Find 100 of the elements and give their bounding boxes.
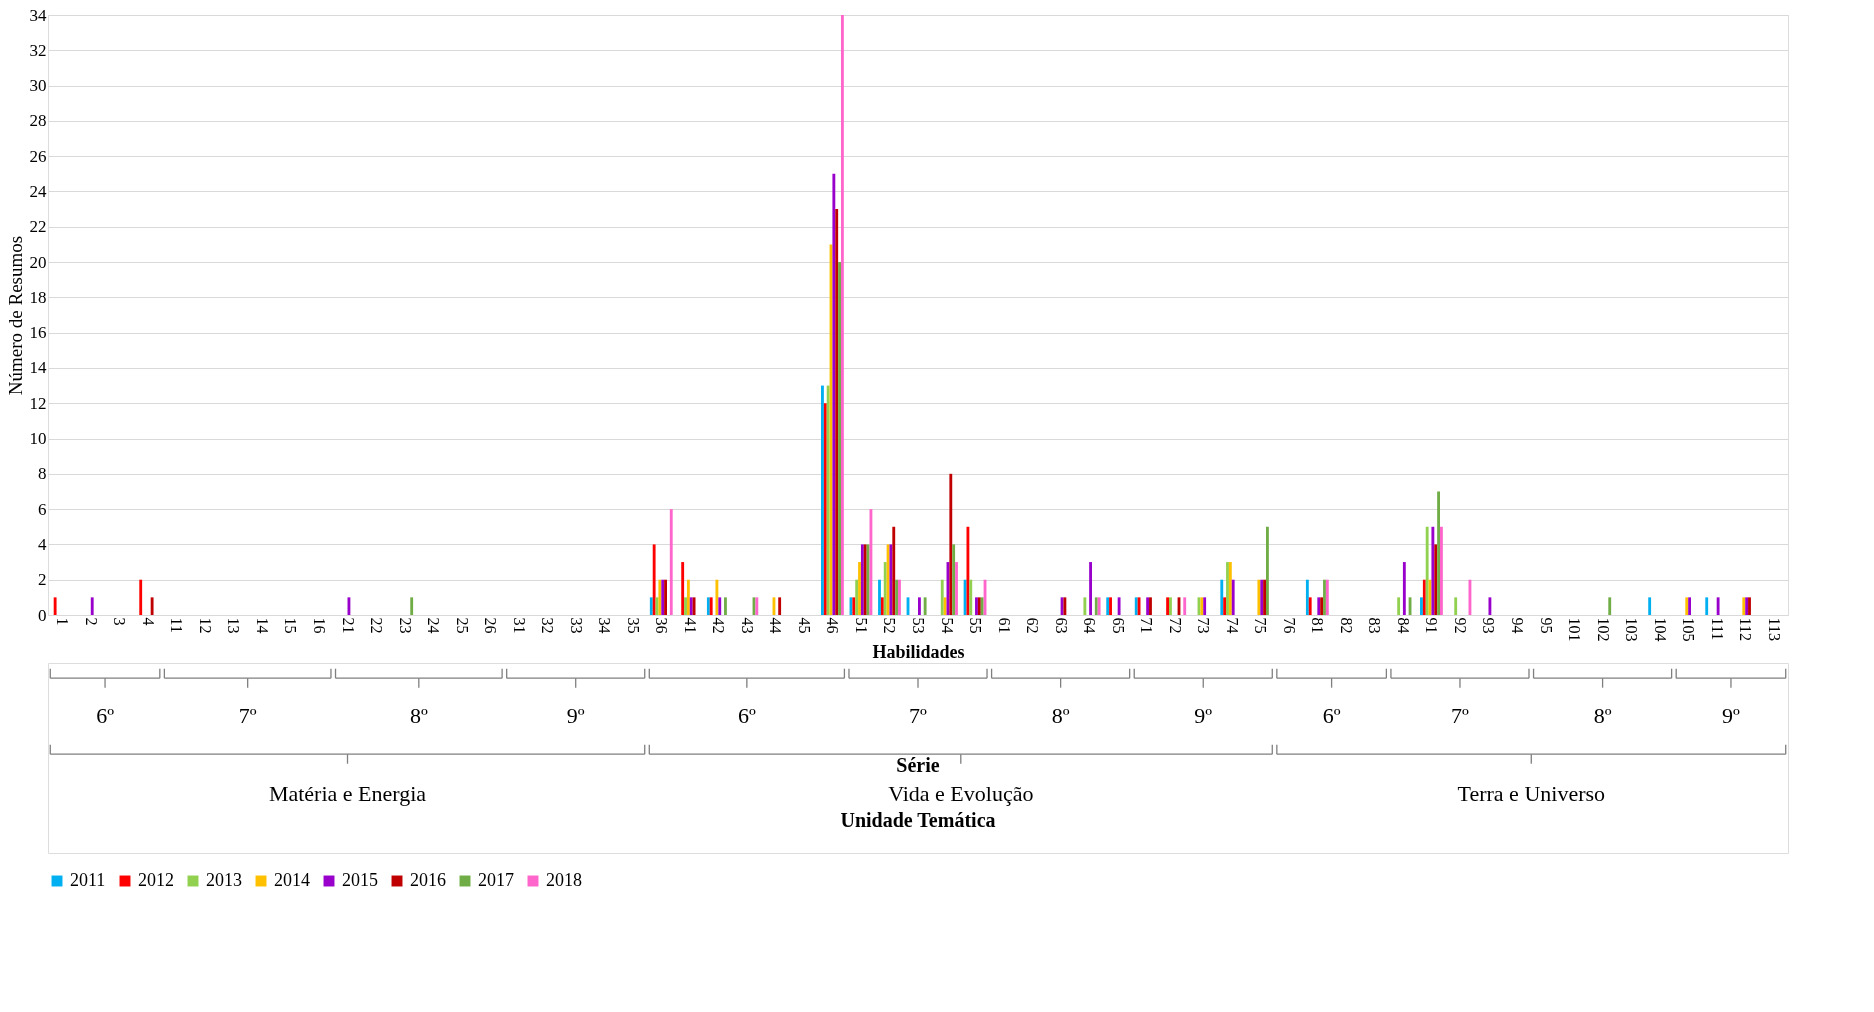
x-tick-label: 42 xyxy=(710,617,728,634)
bar xyxy=(1183,597,1187,615)
x-tick-label: 22 xyxy=(368,617,386,634)
bar xyxy=(1231,579,1235,615)
x-tick-label: 84 xyxy=(1394,617,1412,634)
x-tick-label: 16 xyxy=(310,617,328,634)
text: 6º xyxy=(737,703,756,729)
x-tick-label: 54 xyxy=(938,617,956,634)
bar xyxy=(1397,597,1401,615)
bar xyxy=(969,579,973,615)
text: 6º xyxy=(1322,703,1341,729)
bar xyxy=(940,579,944,615)
bar xyxy=(1089,562,1092,615)
bar xyxy=(821,385,824,615)
y-tick-label: 20 xyxy=(29,252,47,272)
bar xyxy=(1083,597,1087,615)
bar xyxy=(684,597,687,615)
bar xyxy=(838,262,841,615)
text: 8º xyxy=(1051,703,1070,729)
x-tick-label: 101 xyxy=(1566,617,1584,642)
text: Unidade Temática xyxy=(840,808,996,831)
legend-label: 2015 xyxy=(342,870,378,890)
bar xyxy=(918,597,921,615)
y-tick-label: 0 xyxy=(38,605,47,625)
bar xyxy=(1220,579,1224,615)
x-tick-label: 43 xyxy=(738,617,756,634)
bar xyxy=(1437,491,1440,615)
text: 7º xyxy=(238,703,257,729)
x-tick-label: 36 xyxy=(653,617,671,634)
bar xyxy=(139,579,143,615)
text: 7º xyxy=(909,703,928,729)
y-tick-label: 10 xyxy=(29,429,47,449)
bar xyxy=(681,562,685,615)
x-tick-label: 53 xyxy=(910,617,927,634)
x-tick-label: 62 xyxy=(1024,617,1042,634)
y-tick-label: 32 xyxy=(29,40,47,60)
x-tick-label: 104 xyxy=(1651,617,1669,642)
x-tick-label: 72 xyxy=(1166,617,1184,634)
text: 7º xyxy=(1451,703,1470,729)
bar xyxy=(1266,526,1269,615)
y-tick-label: 26 xyxy=(29,146,47,166)
legend-label: 2012 xyxy=(138,870,174,890)
bar xyxy=(1422,579,1426,615)
x-tick-label: 105 xyxy=(1680,617,1698,642)
bar xyxy=(923,597,927,615)
bar xyxy=(840,15,844,615)
x-tick-label: 64 xyxy=(1081,617,1099,634)
bar xyxy=(724,597,727,615)
x-tick-label: 44 xyxy=(767,617,785,634)
bar xyxy=(952,544,956,615)
x-tick-label: 45 xyxy=(795,617,813,634)
x-tick-label: 3 xyxy=(111,617,129,626)
bar xyxy=(943,597,947,615)
bar xyxy=(955,562,958,615)
x-tick-label: 23 xyxy=(396,617,414,634)
bar xyxy=(1716,597,1720,615)
text: Vida e Evolução xyxy=(888,781,1034,807)
x-tick-label: 83 xyxy=(1366,617,1384,634)
text: 8º xyxy=(1593,703,1612,729)
x-tick-label: 91 xyxy=(1423,617,1441,634)
y-tick-label: 12 xyxy=(29,393,47,413)
bar xyxy=(718,597,722,615)
bar xyxy=(1440,526,1443,615)
bar xyxy=(1305,579,1309,615)
bar xyxy=(892,526,896,615)
y-tick-label: 34 xyxy=(29,5,47,25)
legend-label: 2011 xyxy=(70,870,106,890)
x-tick-label: 11 xyxy=(168,617,186,633)
x-tick-label: 103 xyxy=(1623,617,1641,642)
bar xyxy=(883,562,887,615)
legend-label: 2017 xyxy=(478,870,514,890)
bar xyxy=(90,597,94,615)
y-tick-label: 6 xyxy=(38,499,47,519)
bar xyxy=(826,385,830,615)
x-tick-label: 102 xyxy=(1594,617,1612,642)
x-tick-label: 111 xyxy=(1708,617,1726,641)
bar xyxy=(669,509,673,615)
y-tick-label: 28 xyxy=(29,111,47,131)
y-axis-title: Número de Resumos xyxy=(4,235,26,396)
bar xyxy=(1705,597,1709,615)
bar xyxy=(832,173,836,615)
bar xyxy=(1117,597,1121,615)
text: Matéria e Energia xyxy=(268,781,427,807)
x-tick-label: 1 xyxy=(54,617,72,626)
bar xyxy=(1402,562,1406,615)
y-tick-label: 8 xyxy=(38,464,47,484)
text: 9º xyxy=(1722,703,1741,729)
bar xyxy=(1454,597,1458,615)
x-tick-label: 35 xyxy=(624,617,642,634)
bar xyxy=(1431,526,1435,615)
bar xyxy=(949,473,953,615)
x-tick-label: 31 xyxy=(510,617,528,634)
x-tick-label: 82 xyxy=(1337,617,1355,634)
x-tick-label: 95 xyxy=(1537,617,1555,634)
y-tick-label: 14 xyxy=(29,358,47,378)
x-tick-label: 21 xyxy=(339,617,357,634)
x-tick-label: 92 xyxy=(1451,617,1469,634)
bar xyxy=(880,597,884,615)
bar xyxy=(1648,597,1652,615)
text: Terra e Universo xyxy=(1457,781,1606,807)
